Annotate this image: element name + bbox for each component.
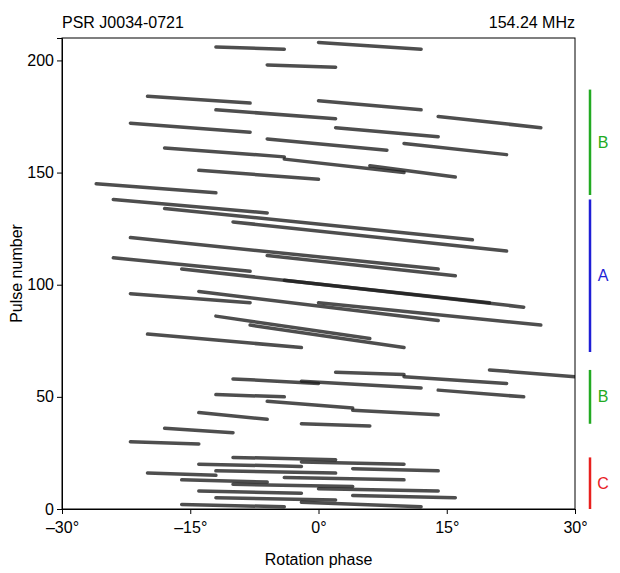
x-axis: –30° –15° 0° 15° 30° — [46, 509, 588, 536]
subpulse — [199, 491, 302, 493]
subpulse — [438, 117, 541, 128]
subpulse — [148, 473, 216, 475]
mode-label: A — [598, 267, 609, 284]
subpulse-layer — [96, 42, 575, 506]
y-axis-title: Pulse number — [8, 223, 25, 322]
x-tick — [447, 509, 448, 514]
mode-bar — [589, 370, 592, 424]
subpulse — [216, 471, 336, 473]
y-tick-group: 0 — [45, 501, 62, 518]
subpulse — [301, 424, 369, 426]
x-axis-line — [63, 510, 576, 515]
y-tick-label: 200 — [27, 52, 54, 69]
y-tick — [57, 509, 62, 510]
subpulse — [353, 469, 439, 471]
subpulse — [113, 199, 267, 212]
subpulse — [233, 484, 353, 486]
x-tick-label: –15° — [174, 519, 207, 536]
chart: –30° –15° 0° 15° 30° 0 50 100 150 200 PSR J0034-07… — [0, 0, 620, 573]
subpulse — [130, 442, 198, 444]
subpulse — [148, 334, 302, 347]
mode-bar — [589, 199, 592, 352]
subpulse — [267, 256, 455, 276]
subpulse — [267, 401, 353, 408]
subpulse — [319, 101, 422, 110]
mode-label: B — [598, 134, 609, 151]
subpulse — [438, 390, 524, 397]
subpulse — [250, 325, 404, 347]
subpulse — [199, 464, 302, 466]
subpulse — [404, 143, 507, 154]
y-tick-label: 0 — [45, 501, 54, 518]
subpulse — [199, 413, 267, 420]
y-axis: 0 50 100 150 200 — [27, 39, 62, 518]
subpulse — [284, 478, 404, 480]
x-tick-group: 30° — [563, 509, 587, 536]
subpulse — [165, 208, 473, 239]
plot-background — [62, 38, 575, 509]
y-tick-group: 50 — [36, 388, 62, 405]
y-tick-group: 150 — [27, 164, 62, 181]
mode-bar — [589, 457, 592, 509]
mode-bar — [589, 90, 592, 195]
x-tick — [575, 509, 576, 514]
title: PSR J0034-0721 — [62, 14, 184, 31]
subpulse — [336, 372, 404, 374]
y-tick — [57, 60, 62, 61]
y-tick — [57, 173, 62, 174]
y-tick-label: 150 — [27, 164, 54, 181]
x-tick-label: –30° — [46, 519, 79, 536]
mode-label: B — [598, 388, 609, 405]
y-tick — [57, 285, 62, 286]
subpulse — [216, 47, 284, 49]
subpulse — [199, 170, 319, 179]
subpulse — [267, 139, 387, 150]
subpulse — [96, 184, 216, 193]
subpulse — [284, 159, 404, 172]
subpulse — [165, 428, 233, 432]
subpulse — [233, 457, 336, 459]
subtitle: 154.24 MHz — [489, 14, 575, 31]
x-tick-label: 0° — [311, 519, 326, 536]
subpulse — [182, 505, 285, 507]
x-tick — [319, 509, 320, 514]
subpulse — [353, 410, 439, 414]
subpulse — [233, 222, 507, 251]
subpulse — [353, 496, 456, 498]
subpulse — [267, 65, 335, 67]
subpulse — [319, 42, 422, 49]
x-axis-title: Rotation phase — [265, 551, 373, 568]
y-tick-label: 50 — [36, 388, 54, 405]
y-tick-group: 100 — [27, 276, 62, 293]
subpulse — [130, 238, 438, 269]
subpulse — [216, 110, 336, 119]
subpulse — [301, 502, 421, 506]
subpulse — [165, 148, 285, 157]
y-tick-label: 100 — [27, 276, 54, 293]
subpulse — [233, 379, 319, 383]
mode-label: C — [597, 475, 609, 492]
y-tick — [57, 397, 62, 398]
subpulse — [216, 498, 336, 500]
subpulse — [404, 377, 507, 384]
subpulse — [216, 395, 284, 397]
subpulse — [130, 123, 250, 132]
subpulse — [490, 370, 576, 377]
x-tick-group: 15° — [435, 509, 459, 536]
x-tick — [190, 509, 191, 514]
x-tick-group: –15° — [174, 509, 207, 536]
x-tick-group: 0° — [311, 509, 326, 536]
x-tick-label: 15° — [435, 519, 459, 536]
subpulse — [199, 291, 438, 320]
subpulse — [336, 128, 439, 137]
plot-frame — [62, 38, 575, 509]
subpulse — [182, 480, 268, 482]
subpulse — [216, 316, 370, 338]
x-tick-label: 30° — [563, 519, 587, 536]
subpulse — [148, 96, 251, 103]
y-tick-group: 200 — [27, 52, 62, 69]
subpulse — [113, 258, 250, 271]
subpulse — [301, 462, 404, 464]
subpulse — [319, 489, 439, 491]
